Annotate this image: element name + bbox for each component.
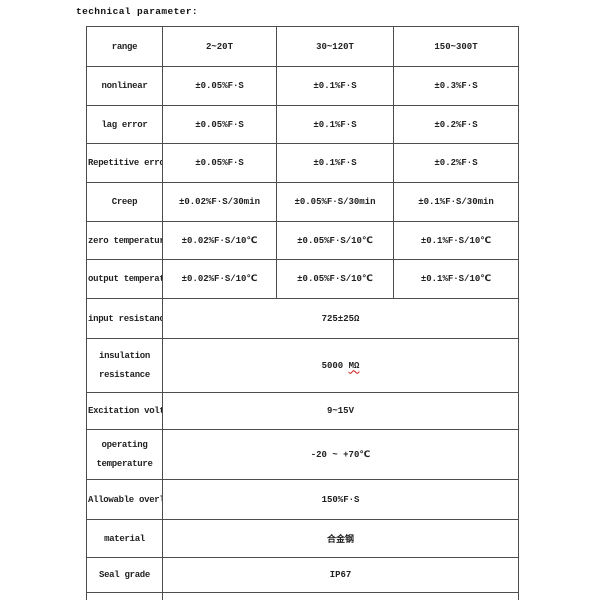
param-value: 9~15V [162,392,519,430]
param-label: Allowable overload [86,479,163,520]
table-row-zero-temperature: zero temperature ±0.02%F·S/10℃ ±0.05%F·S… [86,221,519,260]
param-value: ±0.02%F·S/10℃ [162,221,277,260]
param-value: ±0.1%F·S [276,105,394,144]
param-value: 30~120T [276,26,394,67]
param-label: operating temperature [86,429,163,480]
param-value: 150~300T [393,26,519,67]
param-value: -20 ~ +70℃ [162,429,519,480]
param-label: material [86,519,163,558]
param-label: Excitation voltage [86,392,163,430]
table-row-allowable-overload: Allowable overload 150%F·S [86,479,519,520]
param-value: 合金钢 [162,519,519,558]
param-label: Creep [86,182,163,222]
param-value [162,592,519,600]
param-value: ±0.1%F·S [276,143,394,183]
table-row-partial-cutoff [86,592,519,600]
param-value: ±0.05%F·S/10℃ [276,259,394,299]
param-value: ±0.02%F·S/30min [162,182,277,222]
param-label: input resistance [86,298,163,339]
param-value: ±0.02%F·S/10℃ [162,259,277,299]
param-label: zero temperature [86,221,163,260]
param-label: range [86,26,163,67]
table-row-input-resistance: input resistance 725±25Ω [86,298,519,339]
param-value: ±0.05%F·S [162,66,277,106]
param-value: ±0.2%F·S [393,105,519,144]
param-label: Seal grade [86,557,163,593]
param-label [86,592,163,600]
param-value: 5000 MΩ [162,338,519,393]
param-label: nonlinear [86,66,163,106]
param-label: Repetitive error [86,143,163,183]
insulation-value: 5000 [321,360,344,371]
param-value: ±0.3%F·S [393,66,519,106]
table-row-excitation-voltage: Excitation voltage 9~15V [86,392,519,430]
insulation-unit-misspelled: MΩ [348,360,360,371]
table-row-seal-grade: Seal grade IP67 [86,557,519,593]
table-row-creep: Creep ±0.02%F·S/30min ±0.05%F·S/30min ±0… [86,182,519,222]
param-value: IP67 [162,557,519,593]
param-value: 725±25Ω [162,298,519,339]
table-row-operating-temperature: operating temperature -20 ~ +70℃ [86,429,519,480]
param-label: output temperature [86,259,163,299]
param-value: 150%F·S [162,479,519,520]
param-value: ±0.1%F·S/30min [393,182,519,222]
param-value: ±0.1%F·S [276,66,394,106]
table-row-range: range 2~20T 30~120T 150~300T [86,26,519,67]
param-value: ±0.05%F·S/30min [276,182,394,222]
param-label: insulation resistance [86,338,163,393]
param-value: ±0.1%F·S/10℃ [393,221,519,260]
param-value: ±0.05%F·S [162,105,277,144]
table-row-material: material 合金钢 [86,519,519,558]
table-row-repetitive-error: Repetitive error ±0.05%F·S ±0.1%F·S ±0.2… [86,143,519,183]
param-value: ±0.2%F·S [393,143,519,183]
param-value: ±0.05%F·S [162,143,277,183]
param-value: ±0.1%F·S/10℃ [393,259,519,299]
param-value: ±0.05%F·S/10℃ [276,221,394,260]
table-row-insulation-resistance: insulation resistance 5000 MΩ [86,338,519,393]
table-row-lag-error: lag error ±0.05%F·S ±0.1%F·S ±0.2%F·S [86,105,519,144]
param-label: lag error [86,105,163,144]
table-row-output-temperature: output temperature ±0.02%F·S/10℃ ±0.05%F… [86,259,519,299]
page-title: technical parameter: [76,6,199,17]
table-row-nonlinear: nonlinear ±0.05%F·S ±0.1%F·S ±0.3%F·S [86,66,519,106]
param-value: 2~20T [162,26,277,67]
technical-parameter-table: range 2~20T 30~120T 150~300T nonlinear ±… [86,26,519,600]
